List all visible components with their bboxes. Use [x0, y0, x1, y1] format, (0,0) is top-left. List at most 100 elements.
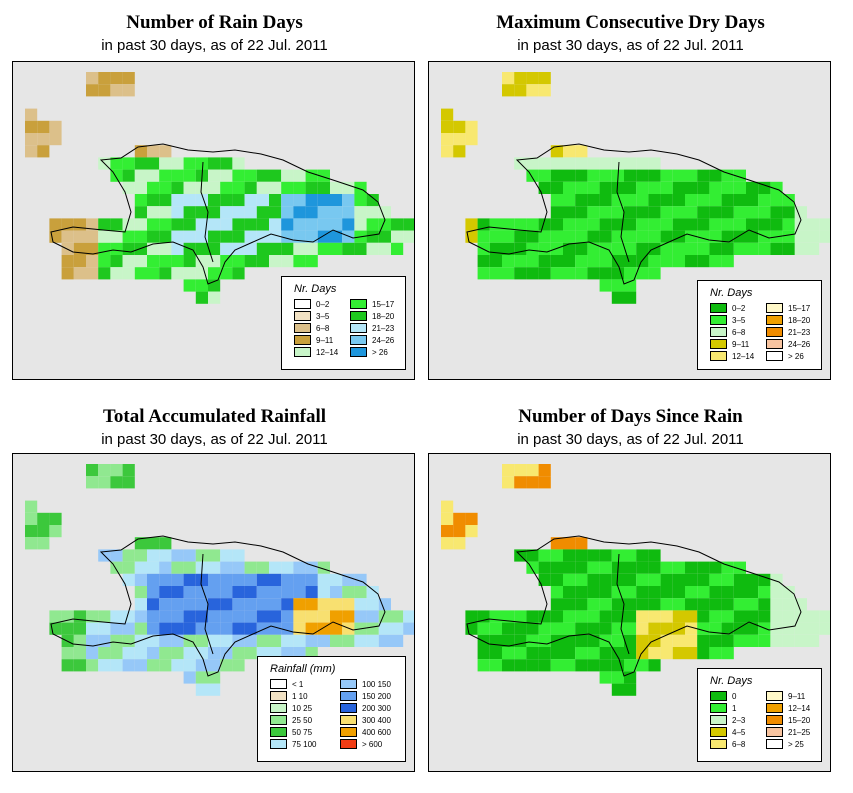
grid-cell — [733, 169, 746, 182]
grid-cell — [611, 683, 624, 696]
grid-cell — [441, 500, 454, 513]
grid-cell — [477, 255, 490, 268]
grid-cell — [624, 659, 637, 672]
grid-cell — [758, 194, 771, 207]
grid-cell — [269, 218, 282, 231]
legend-label: 400 600 — [362, 728, 391, 737]
grid-cell — [305, 181, 318, 194]
grid-cell — [672, 634, 685, 647]
grid-cell — [587, 230, 600, 243]
grid-cell — [183, 573, 196, 586]
grid-cell — [685, 647, 698, 660]
legend-label: 6–8 — [732, 328, 746, 337]
grid-cell — [159, 610, 172, 623]
grid-cell — [330, 218, 343, 231]
panel-subtitle: in past 30 days, as of 22 Jul. 2011 — [517, 37, 744, 54]
grid-cell — [159, 157, 172, 170]
grid-cell — [611, 181, 624, 194]
grid-cell — [147, 659, 160, 672]
grid-cell — [330, 194, 343, 207]
grid-cell — [159, 169, 172, 182]
grid-cell — [159, 218, 172, 231]
panel-title: Number of Rain Days — [126, 12, 303, 33]
grid-cell — [624, 194, 637, 207]
grid-cell — [563, 573, 576, 586]
legend-swatch — [340, 739, 357, 749]
grid-cell — [624, 598, 637, 611]
legend-swatch — [270, 715, 287, 725]
grid-cell — [49, 133, 62, 146]
grid-cell — [538, 84, 551, 97]
legend-swatch — [294, 299, 311, 309]
grid-cell — [281, 218, 294, 231]
legend-swatch — [710, 691, 727, 701]
grid-cell — [171, 598, 184, 611]
grid-cell — [502, 647, 515, 660]
grid-cell — [256, 561, 269, 574]
grid-cell — [208, 194, 221, 207]
grid-cell — [538, 647, 551, 660]
grid-cell — [49, 218, 62, 231]
grid-cell — [232, 181, 245, 194]
grid-cell — [293, 230, 306, 243]
grid-cell — [256, 194, 269, 207]
grid-cell — [746, 586, 759, 599]
grid-cell — [624, 181, 637, 194]
grid-cell — [37, 525, 50, 538]
grid-cell — [636, 573, 649, 586]
grid-cell — [244, 169, 257, 182]
grid-cell — [550, 622, 563, 635]
legend-label: 21–25 — [788, 728, 811, 737]
grid-cell — [293, 634, 306, 647]
grid-cell — [794, 634, 807, 647]
grid-cell — [134, 194, 147, 207]
grid-cell — [73, 647, 86, 660]
grid-cell — [624, 255, 637, 268]
grid-cell — [514, 72, 527, 85]
legend-swatch — [710, 351, 727, 361]
legend-swatch — [766, 691, 783, 701]
legend-swatch — [270, 739, 287, 749]
grid-cell — [599, 230, 612, 243]
grid-cell — [195, 218, 208, 231]
grid-cell — [110, 659, 123, 672]
grid-cell — [256, 255, 269, 268]
grid-cell — [25, 537, 38, 550]
legend-swatch — [710, 739, 727, 749]
grid-cell — [550, 145, 563, 158]
grid-cell — [514, 464, 527, 477]
grid-cell — [293, 242, 306, 255]
grid-cell — [575, 598, 588, 611]
legend-label: 15–17 — [372, 300, 395, 309]
grid-cell — [256, 586, 269, 599]
grid-cell — [477, 659, 490, 672]
grid-cell — [782, 194, 795, 207]
grid-cell — [281, 561, 294, 574]
grid-cell — [281, 255, 294, 268]
grid-cell — [342, 206, 355, 219]
grid-cell — [660, 586, 673, 599]
legend-swatch — [340, 679, 357, 689]
grid-cell — [208, 157, 221, 170]
grid-cell — [502, 476, 515, 489]
grid-cell — [208, 549, 221, 562]
grid-cell — [122, 218, 135, 231]
grid-cell — [293, 206, 306, 219]
grid-cell — [563, 181, 576, 194]
grid-cell — [648, 267, 661, 280]
grid-cell — [134, 157, 147, 170]
grid-cell — [208, 598, 221, 611]
grid-cell — [391, 218, 404, 231]
grid-cell — [624, 549, 637, 562]
grid-cell — [147, 169, 160, 182]
grid-cell — [538, 549, 551, 562]
country-border — [616, 161, 630, 263]
grid-cell — [624, 230, 637, 243]
grid-cell — [293, 586, 306, 599]
grid-cell — [86, 255, 99, 268]
grid-cell — [122, 242, 135, 255]
legend-label: 15–17 — [788, 304, 811, 313]
grid-cell — [465, 610, 478, 623]
grid-cell — [110, 549, 123, 562]
grid-cell — [599, 169, 612, 182]
